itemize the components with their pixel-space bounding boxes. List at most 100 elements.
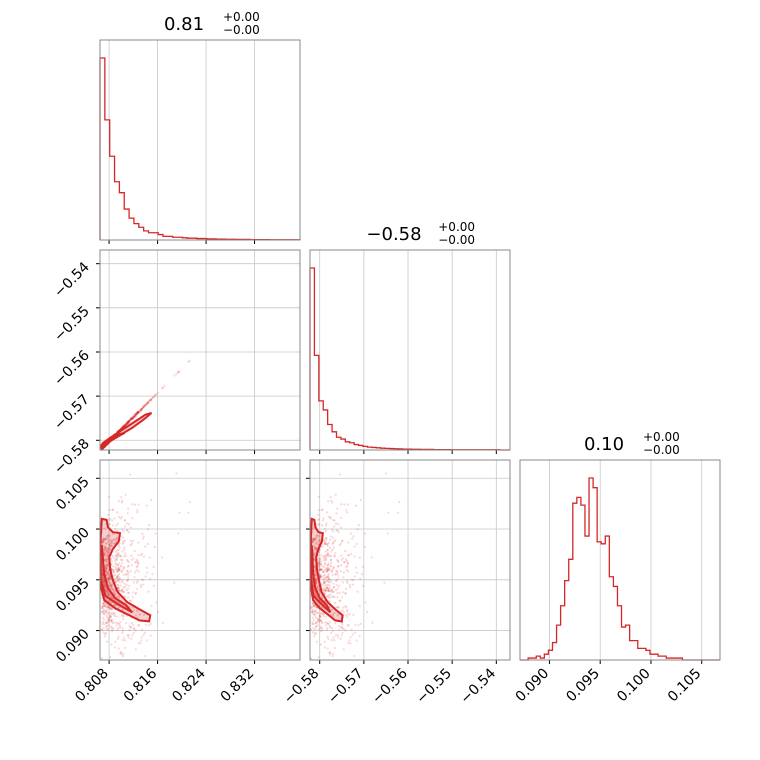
scatter-panel-0-2-point [105, 557, 108, 560]
scatter-panel-0-2-point [106, 572, 109, 575]
scatter-panel-0-2-point [103, 605, 106, 608]
scatter-panel-1-2-point [316, 619, 319, 622]
scatter-panel-1-2-point [333, 595, 336, 599]
scatter-panel-1-2-point [316, 586, 319, 589]
scatter-panel-1-2-point [346, 668, 348, 670]
scatter-panel-0-2-point [115, 615, 118, 618]
scatter-panel-0-2-point [111, 556, 115, 559]
scatter-panel-0-2-point [137, 554, 140, 557]
scatter-panel-0-2-point [106, 536, 110, 539]
scatter-panel-0-2-point [129, 544, 132, 547]
scatter-panel-0-2-point [127, 587, 130, 590]
scatter-panel-1-2-point [327, 515, 330, 519]
scatter-panel-0-2-point [123, 519, 126, 522]
scatter-panel-0-1-point [127, 421, 130, 424]
scatter-panel-1-2-point [323, 574, 326, 577]
scatter-panel-0-2-point [120, 581, 123, 584]
scatter-panel-0-1-point [129, 419, 132, 422]
scatter-panel-1-2-point [318, 569, 322, 572]
scatter-panel-1-2-point [315, 542, 318, 545]
scatter-panel-1-2-point [332, 566, 335, 570]
scatter-panel-0-2-point [117, 551, 120, 555]
scatter-panel-1-2-point [320, 606, 324, 609]
scatter-panel-0-2-point [109, 615, 112, 618]
scatter-panel-0-2-point [105, 550, 109, 553]
scatter-panel-1-2-point [327, 594, 330, 597]
scatter-panel-0-2-point [107, 579, 110, 582]
scatter-panel-0-2-point [110, 643, 113, 646]
scatter-panel-0-1-point [137, 410, 140, 413]
scatter-panel-1-2-point [313, 565, 317, 569]
scatter-panel-0-2-point [124, 595, 127, 599]
scatter-panel-0-1-point [136, 411, 139, 415]
scatter-panel-0-2-point [134, 648, 138, 651]
scatter-panel-0-2-point [127, 507, 130, 510]
scatter-panel-1-2-point [318, 619, 321, 622]
scatter-panel-0-2-point [108, 577, 111, 580]
scatter-panel-0-1-point [127, 421, 131, 424]
scatter-panel-1-2-point [331, 541, 335, 544]
scatter-panel-0-1-background [100, 250, 300, 450]
scatter-panel-1-2-point [355, 571, 359, 574]
scatter-panel-0-2-point [109, 614, 112, 618]
scatter-panel-0-2-point [105, 542, 108, 545]
scatter-panel-0-2-point [136, 581, 139, 584]
scatter-panel-1-2-point [333, 611, 336, 614]
scatter-panel-0-2-point [110, 539, 113, 542]
scatter-panel-0-2-point [114, 550, 118, 553]
scatter-panel-1-2-point [329, 554, 333, 558]
scatter-panel-0-2-point [149, 577, 152, 581]
scatter-panel-0-2-point [124, 646, 127, 650]
scatter-panel-1-2-point [318, 592, 321, 595]
scatter-panel-0-1-point [125, 422, 128, 426]
scatter-panel-0-2-point [118, 622, 121, 625]
scatter-panel-1-2-point [354, 623, 357, 626]
scatter-panel-0-2-tick-label-x-3: 0.832 [218, 666, 258, 706]
scatter-panel-1-2-point [342, 627, 345, 631]
scatter-panel-1-2-point [320, 628, 324, 632]
scatter-panel-1-2-point [324, 588, 328, 591]
scatter-panel-0-2-point [106, 571, 109, 574]
scatter-panel-0-2-point [173, 581, 176, 584]
scatter-panel-0-2-point [102, 602, 105, 605]
scatter-panel-0-2-point [118, 595, 121, 599]
scatter-panel-0-2-point [102, 601, 105, 605]
scatter-panel-0-1-point [127, 421, 130, 424]
scatter-panel-0-2-point [120, 565, 123, 568]
scatter-panel-0-2-point [115, 621, 119, 624]
scatter-panel-0-1-point [127, 420, 130, 424]
scatter-panel-0-2-point [102, 541, 105, 544]
scatter-panel-0-2-point [117, 596, 121, 599]
scatter-panel-0-2-point [107, 495, 111, 498]
scatter-panel-0-1-point [132, 416, 135, 419]
scatter-panel-0-2-point [129, 539, 133, 543]
scatter-panel-1-2-point [330, 570, 333, 573]
scatter-panel-0-2-point [145, 504, 148, 507]
scatter-panel-1-2-point [323, 587, 326, 590]
scatter-panel-0-1-point [136, 411, 139, 414]
scatter-panel-1-2-point [323, 562, 327, 565]
scatter-panel-0-1-point [132, 416, 135, 419]
scatter-panel-1-2-point [340, 564, 343, 567]
scatter-panel-0-2-point [106, 574, 109, 577]
scatter-panel-1-2-point [312, 631, 315, 634]
scatter-panel-0-2-point [115, 595, 119, 598]
scatter-panel-0-1-tick-label-y-0: −0.58 [51, 436, 93, 478]
scatter-panel-0-2-point [104, 569, 107, 572]
scatter-panel-0-2-point [143, 555, 146, 558]
scatter-panel-0-2-point [105, 625, 108, 628]
scatter-panel-0-2-point [117, 500, 120, 503]
scatter-panel-0-2-point [145, 566, 148, 569]
scatter-panel-0-1-point [133, 415, 136, 418]
scatter-panel-1-2-point [324, 563, 327, 566]
scatter-panel-0-2-point [124, 493, 127, 496]
scatter-panel-0-2-point [108, 548, 111, 552]
scatter-panel-0-2-point [101, 578, 104, 581]
scatter-panel-1-2-point [317, 539, 320, 542]
scatter-panel-1-2-point [351, 578, 355, 582]
scatter-panel-0-2-point [138, 613, 141, 616]
scatter-panel-1-2-point [332, 586, 335, 589]
scatter-panel-0-2-point [117, 568, 120, 572]
scatter-panel-1-2-point [340, 503, 343, 506]
scatter-panel-0-2-point [127, 572, 130, 575]
